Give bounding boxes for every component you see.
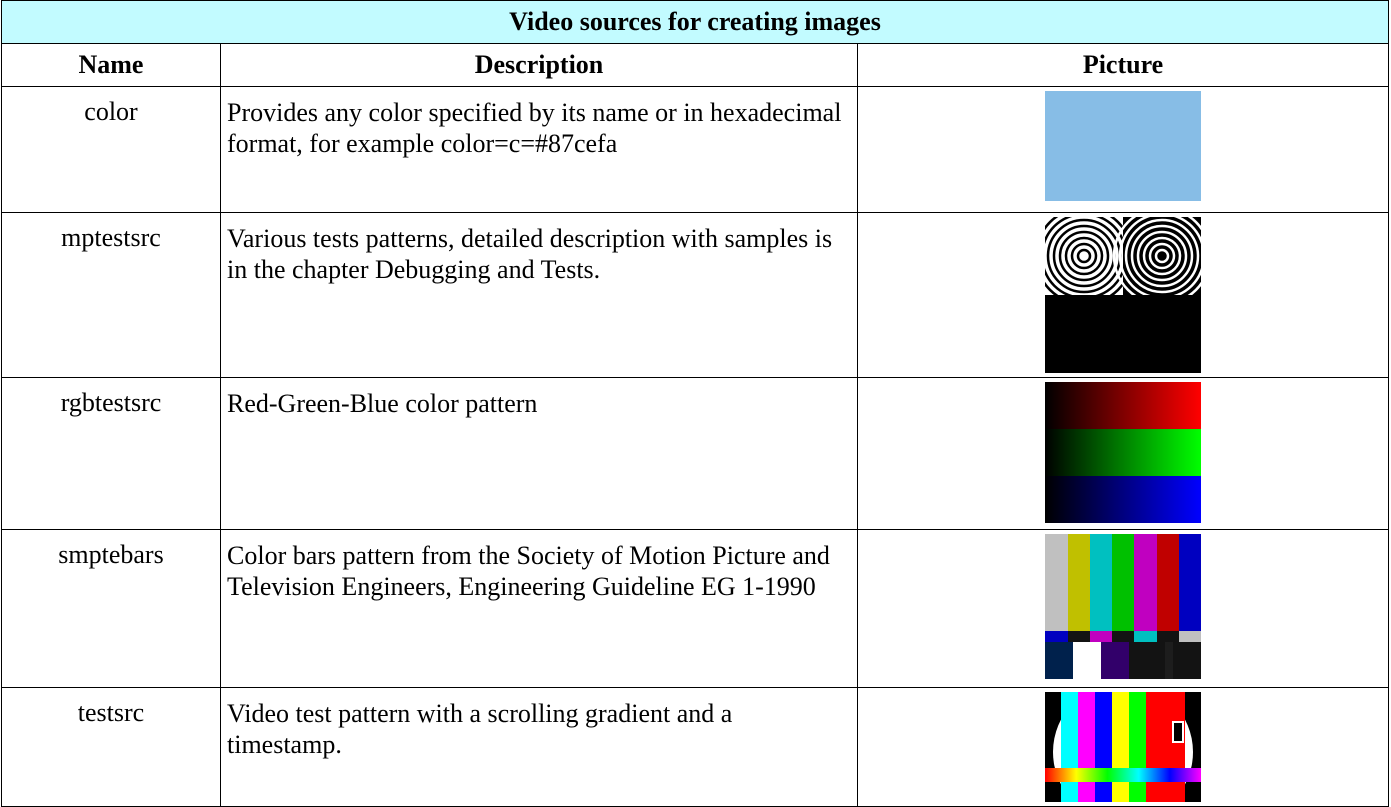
header-cell: Name [1, 43, 221, 87]
name-cell: color [1, 86, 221, 213]
name-cell: testsrc [1, 687, 221, 807]
smptebars-picture [1045, 534, 1201, 679]
picture-cell [857, 687, 1389, 807]
picture-cell [857, 377, 1389, 530]
name-cell: smptebars [1, 529, 221, 688]
table-title: Video sources for creating images [1, 0, 1389, 44]
header-cell: Picture [857, 43, 1389, 87]
picture-cell [857, 529, 1389, 688]
color-picture [1045, 91, 1201, 201]
desc-cell: Various tests patterns, detailed descrip… [220, 212, 858, 378]
desc-cell: Color bars pattern from the Society of M… [220, 529, 858, 688]
desc-cell: Video test pattern with a scrolling grad… [220, 687, 858, 807]
name-cell: rgbtestsrc [1, 377, 221, 530]
desc-cell: Red-Green-Blue color pattern [220, 377, 858, 530]
name-cell: mptestsrc [1, 212, 221, 378]
header-cell: Description [220, 43, 858, 87]
mptestsrc-picture [1045, 217, 1201, 373]
testsrc-picture [1045, 692, 1201, 802]
picture-cell [857, 86, 1389, 213]
desc-cell: Provides any color specified by its name… [220, 86, 858, 213]
rgbtestsrc-picture [1045, 382, 1201, 523]
picture-cell [857, 212, 1389, 378]
